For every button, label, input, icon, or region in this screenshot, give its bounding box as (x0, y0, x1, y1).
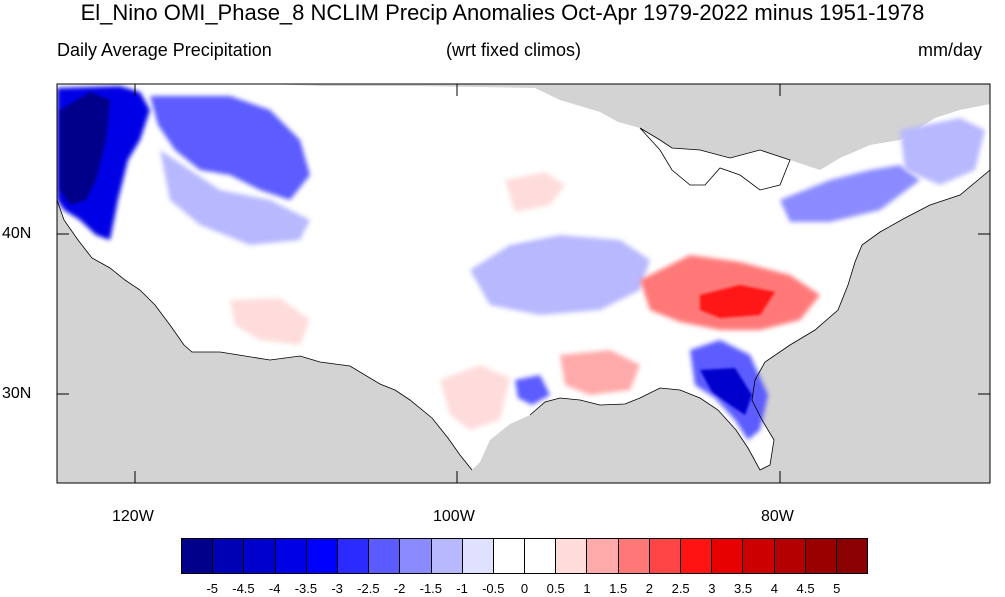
lon-label-80w: 80W (761, 508, 794, 525)
colorbar-swatch (431, 539, 463, 573)
colorbar-tick-label: -2.5 (357, 581, 380, 596)
colorbar-swatch (836, 539, 868, 573)
lat-label-40n: 40N (2, 225, 32, 242)
colorbar-swatch (712, 539, 744, 573)
colorbar-tick-label: 0.5 (546, 581, 565, 596)
colorbar-swatch (681, 539, 713, 573)
colorbar-swatch (587, 539, 619, 573)
colorbar-swatch (493, 539, 526, 573)
colorbar-tick-label: 4.5 (796, 581, 815, 596)
colorbar-swatch (369, 539, 401, 573)
coastline (57, 127, 990, 471)
colorbar-swatch (275, 539, 307, 573)
colorbar-tick-label: 5 (833, 581, 841, 596)
colorbar-swatch (306, 539, 338, 573)
colorbar-tick-label: 3.5 (734, 581, 753, 596)
colorbar-tick-label: -3.5 (294, 581, 318, 596)
colorbar-tick-label: -0.5 (482, 581, 505, 596)
colorbar-tick-label: -4.5 (232, 581, 255, 596)
colorbar-tick-label: -2 (393, 581, 406, 596)
colorbar-tick-label: 0 (520, 581, 529, 596)
colorbar-swatch (774, 539, 806, 573)
colorbar-tick-label: -1 (456, 581, 468, 596)
colorbar-tick-label: -3 (331, 581, 343, 596)
colorbar-tick-label: -1.5 (419, 581, 443, 596)
map-frame (56, 83, 991, 484)
lon-label-100w: 100W (433, 508, 475, 525)
colorbar-swatch (337, 539, 370, 573)
left-subtitle: Daily Average Precipitation (57, 40, 272, 60)
colorbar-tick-label: 2.5 (671, 581, 690, 596)
colorbar-swatch (244, 539, 276, 573)
colorbar-tick-label: 2 (645, 581, 654, 596)
colorbar-swatch (649, 539, 681, 573)
lon-label-120w: 120W (112, 508, 154, 525)
colorbar-tick-label: -5 (206, 581, 218, 596)
colorbar-tick-label: 4 (770, 581, 778, 596)
colorbar-tick-label: 1.5 (609, 581, 628, 596)
lat-label-30n: 30N (2, 385, 32, 402)
colorbar-swatch (400, 539, 432, 573)
colorbar-swatch (525, 539, 557, 573)
colorbar-swatch (743, 539, 775, 573)
axis-ticks (57, 84, 990, 483)
colorbar-swatch (182, 539, 214, 573)
colorbar-swatch (805, 539, 837, 573)
colorbar-tick-label: -4 (268, 581, 281, 596)
colorbar-swatch (462, 539, 494, 573)
colorbar-swatch (213, 539, 245, 573)
colorbar-tick-label: 1 (583, 581, 591, 596)
colorbar (181, 538, 868, 574)
units-label: mm/day (918, 40, 983, 60)
map-title: El_Nino OMI_Phase_8 NCLIM Precip Anomali… (80, 0, 925, 25)
colorbar-tick-label: 3 (708, 581, 716, 596)
anomaly-shading (57, 86, 985, 440)
colorbar-swatch (556, 539, 588, 573)
colorbar-swatch (618, 539, 650, 573)
center-subtitle: (wrt fixed climos) (446, 40, 582, 60)
